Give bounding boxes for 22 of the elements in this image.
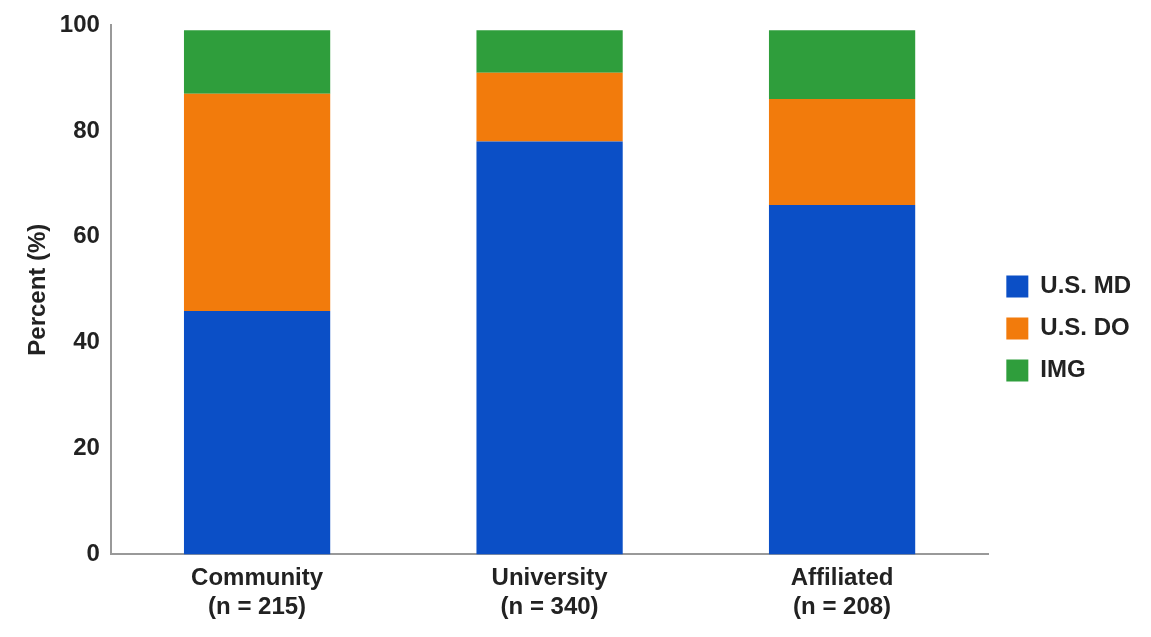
- bar: [183, 30, 331, 94]
- bar: [768, 99, 916, 205]
- y-tick-label: 20: [73, 433, 100, 461]
- y-tick-label: 40: [73, 327, 100, 355]
- y-axis-title: Percent (%): [23, 223, 51, 356]
- x-tick-label: Affiliated (n = 208): [790, 563, 894, 620]
- bar: [476, 141, 623, 555]
- bar: [768, 30, 916, 100]
- y-tick-label: 60: [73, 221, 100, 249]
- y-tick-label: 100: [59, 9, 100, 37]
- bar: [183, 310, 331, 555]
- bar: [768, 205, 916, 555]
- bar: [183, 93, 331, 311]
- x-tick-label: University (n = 340): [491, 563, 609, 620]
- legend-label: U.S. MD: [1040, 271, 1131, 299]
- x-tick-label: Community (n = 215): [191, 563, 324, 620]
- legend-label: U.S. DO: [1040, 313, 1130, 341]
- y-tick-label: 80: [73, 115, 100, 143]
- y-tick-label: 0: [86, 539, 100, 567]
- legend-label: IMG: [1040, 355, 1086, 383]
- bar: [476, 30, 623, 73]
- bar: [476, 72, 623, 142]
